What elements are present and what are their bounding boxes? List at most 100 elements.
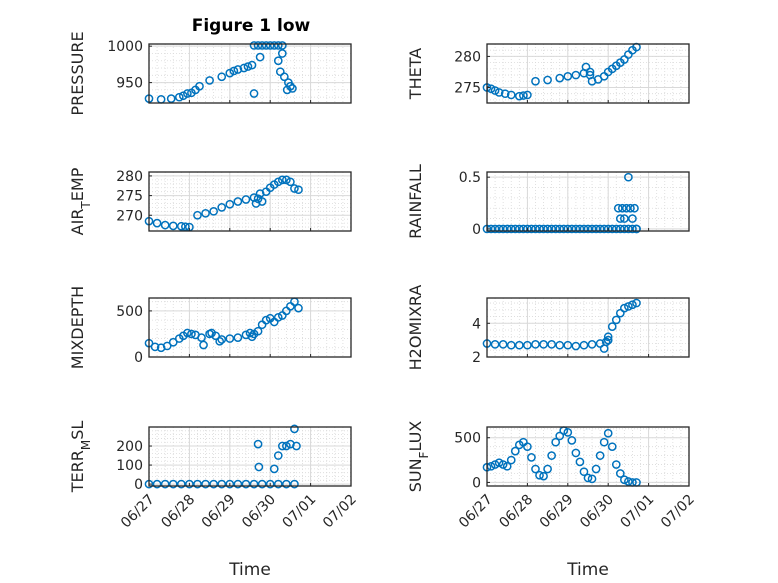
data-point [523, 90, 532, 100]
data-point [628, 224, 637, 234]
data-point [494, 224, 504, 234]
data-point [233, 197, 243, 206]
data-point [620, 224, 629, 234]
data-point [583, 473, 593, 483]
y-tick-label: 100 [116, 458, 143, 474]
data-point [615, 469, 625, 478]
data-point [555, 340, 565, 350]
data-point [239, 63, 249, 73]
data-point [510, 224, 520, 234]
data-point [607, 322, 617, 332]
data-point [535, 470, 544, 480]
data-point [265, 479, 275, 489]
data-point [514, 224, 524, 234]
data-series [482, 298, 641, 353]
y-label-part: LUX [406, 421, 425, 452]
y-tick-label: 0 [134, 350, 143, 366]
data-point [531, 224, 540, 234]
data-point [290, 424, 299, 434]
data-point [290, 479, 299, 489]
data-point [535, 224, 544, 234]
data-point [290, 184, 299, 193]
data-point [599, 437, 609, 447]
y-axis-label: TERRMSL [68, 421, 93, 494]
y-axis-label: RAINFALL [406, 164, 425, 239]
data-point [620, 475, 629, 485]
data-point [160, 479, 170, 489]
data-point [253, 41, 263, 50]
data-point [490, 224, 500, 234]
data-point [193, 479, 202, 489]
y-tick-label: 1000 [107, 39, 143, 55]
data-series [482, 42, 641, 101]
data-point [162, 341, 172, 351]
data-point [217, 479, 227, 489]
plot-area [149, 172, 351, 231]
data-point [547, 451, 556, 460]
data-point [563, 71, 573, 81]
data-point [494, 88, 504, 97]
y-tick-label: 275 [454, 80, 481, 96]
data-point [575, 457, 585, 467]
y-label-part: RAINFALL [406, 164, 425, 239]
data-point [585, 70, 595, 80]
y-label-part: MIXDEPTH [68, 286, 87, 369]
y-label-subscript: T [79, 201, 93, 210]
subplot-row3-left: 0 500 MIXDEPTH [68, 286, 352, 369]
data-point [209, 479, 218, 489]
data-point [490, 86, 500, 95]
axes-box [148, 297, 352, 358]
data-point [273, 479, 283, 489]
data-point [632, 224, 641, 234]
data-point [166, 94, 176, 103]
data-point [543, 75, 552, 85]
data-point [193, 210, 202, 220]
plot-area [149, 427, 351, 486]
data-point [527, 453, 536, 462]
data-point [571, 341, 581, 351]
data-point [255, 189, 265, 198]
plot-area [487, 427, 689, 486]
data-point [587, 474, 597, 484]
y-label-subscript: F [417, 451, 431, 458]
data-point [500, 89, 510, 99]
axes-box [148, 171, 352, 232]
y-label-part: H2OMIXRA [406, 285, 425, 371]
x-axis-label: Time [566, 560, 609, 580]
data-point [494, 458, 504, 468]
data-point [551, 437, 561, 447]
data-point [249, 479, 259, 489]
subplot-row2-left: 270 275 280 AIRTEMP [68, 167, 352, 235]
data-point [205, 76, 214, 85]
data-point [510, 446, 520, 456]
data-point [587, 224, 597, 234]
data-point [251, 199, 261, 208]
y-label-part: PRESSURE [68, 31, 87, 115]
data-point [628, 300, 637, 310]
data-point [282, 175, 291, 185]
subplot-top-left: 950 1000 PRESSURE [68, 31, 352, 116]
data-point [273, 313, 283, 322]
y-label-part: THETA [406, 48, 425, 100]
data-point [575, 224, 585, 234]
data-point [579, 467, 589, 477]
y-axis-label: PRESSURE [68, 31, 87, 115]
data-point [273, 41, 283, 50]
data-point [498, 340, 508, 349]
data-point [253, 439, 263, 449]
data-point [201, 479, 210, 489]
data-point [273, 56, 283, 66]
data-point [603, 332, 613, 342]
y-label-part: SL [68, 421, 87, 440]
data-point [539, 340, 548, 349]
data-point [579, 340, 589, 350]
data-point [567, 436, 577, 445]
data-point [531, 76, 540, 86]
data-point [563, 224, 573, 234]
data-point [490, 340, 500, 349]
data-point [579, 224, 589, 234]
data-point [168, 479, 178, 489]
data-point [183, 89, 192, 98]
data-point [201, 208, 210, 218]
data-point [269, 41, 279, 50]
